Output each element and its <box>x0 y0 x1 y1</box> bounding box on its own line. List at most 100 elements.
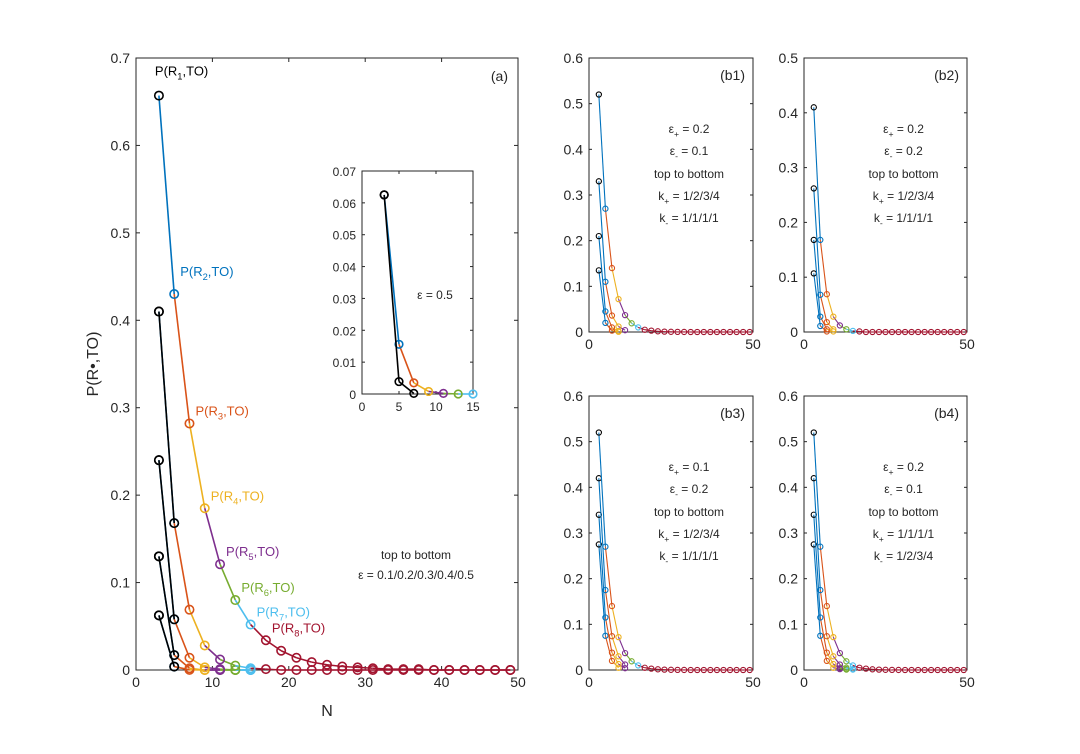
b1-series-0-segment <box>604 208 613 269</box>
b4-series-1-segment <box>813 478 821 591</box>
a-series-1-black-point <box>169 518 180 529</box>
b4-ytick-label: 0.3 <box>779 525 799 541</box>
b3-series-0-segment <box>624 652 633 662</box>
b3-annotation-5: k- = 1/1/1/1 <box>659 549 719 566</box>
a-series-3-black-segment <box>158 556 175 656</box>
b3-series-0-point <box>674 666 681 674</box>
b1-series-0-point <box>680 328 688 336</box>
b1-series-0-point <box>595 91 602 98</box>
b2-series-0-point <box>908 328 915 336</box>
b2-series-0-segment <box>832 316 841 326</box>
b2-series-0-segment <box>859 330 866 333</box>
b3-ytick-label: 0.3 <box>564 525 584 541</box>
b4-series-1-segment <box>839 664 847 669</box>
b3-series-3-point <box>608 657 616 665</box>
a-series-4-black-point <box>153 610 164 621</box>
b2-series-0-segment <box>846 328 854 332</box>
b2-series-2-point <box>810 236 817 244</box>
b4-annotation-1: ε+ = 0.2 <box>883 460 924 477</box>
b4-annotation-4: k+ = 1/1/1/1 <box>873 527 935 544</box>
b1-series-1-point <box>621 327 629 334</box>
b1-ytick-label: 0 <box>575 324 583 340</box>
b1-series-0-segment <box>624 314 633 324</box>
b2-ytick-label: 0 <box>790 324 798 340</box>
b4-series-0-point <box>954 666 961 674</box>
inset-series-colored-point <box>468 389 478 399</box>
a-xtick-label: 30 <box>357 674 373 690</box>
b4-series-3-point <box>830 664 837 671</box>
b3-series-0-point <box>700 666 707 674</box>
b4-series-0-segment <box>813 432 821 547</box>
b3-series-1-segment <box>604 590 613 637</box>
b2-series-0-segment <box>826 294 834 317</box>
a-series-0-segment <box>188 423 206 509</box>
b2-series-0-point <box>954 328 961 336</box>
b4-series-0-point <box>882 666 889 673</box>
inset-series-colored-point <box>424 386 434 397</box>
a-legend-line-1: top to bottom <box>381 548 451 562</box>
inset-series-black-point <box>409 388 419 398</box>
a-series-1-segment <box>250 667 266 670</box>
b3-series-1-point <box>608 633 616 640</box>
b4-series-2-segment <box>813 514 821 618</box>
a-series-0-point <box>230 595 241 606</box>
b2-series-0-point <box>927 328 935 336</box>
a-series-1-segment <box>204 644 221 661</box>
b1-ytick-label: 0.4 <box>564 141 584 157</box>
a-point-label-2: P(R2,TO) <box>180 264 233 282</box>
b1-annotation-3: top to bottom <box>654 167 724 181</box>
b1-series-3-point <box>602 319 609 327</box>
b4-ytick-label: 0.5 <box>779 434 799 450</box>
b1-xtick-label: 50 <box>745 336 761 352</box>
b3-series-0-segment <box>598 432 606 547</box>
b1-series-0-point <box>726 328 734 336</box>
panel-b3: 0 50 0 0.1 0.2 0.3 0.4 0.5 0.6 (b3) ε+ = 0.1 ε- = 0… <box>564 388 761 690</box>
b2-series-3-point <box>817 322 824 330</box>
a-series-0-point <box>398 664 409 675</box>
a-series-1-segment <box>265 668 282 671</box>
a-series-3-black-point <box>153 551 164 562</box>
b2-series-1-point <box>830 326 837 333</box>
b3-series-0-point <box>687 666 694 674</box>
b2-series-0-point <box>895 328 902 336</box>
b1-series-0-segment <box>611 267 620 300</box>
a-series-0-point <box>245 619 256 630</box>
b3-series-0-point <box>621 649 629 657</box>
a-series-1-point <box>215 654 226 665</box>
b4-annotation-2: ε- = 0.1 <box>884 482 923 499</box>
b3-series-2-segment <box>598 514 606 618</box>
b4-series-1-point <box>849 665 857 673</box>
inset-series-black-point <box>394 376 404 387</box>
b3-series-1-point <box>615 653 622 660</box>
b1-series-1-segment <box>611 315 619 327</box>
b2-series-0-point <box>934 328 941 336</box>
inset-series-colored-point <box>453 389 463 399</box>
a-series-2-point <box>215 664 226 675</box>
a-series-1-point <box>230 660 241 671</box>
b4-series-0-segment <box>852 664 860 669</box>
a-series-1-point <box>260 664 271 675</box>
inset-series-black-segment <box>383 194 400 382</box>
b3-series-1-point <box>621 661 629 668</box>
b1-series-0-point <box>707 328 714 336</box>
inset-series-colored-point <box>438 388 449 398</box>
b3-series-0-point <box>720 666 727 674</box>
inset-annotation: ε = 0.5 <box>417 288 453 302</box>
a-series-0-point <box>260 635 271 646</box>
b3-series-3-point <box>615 664 622 671</box>
b4-series-0-point <box>895 666 902 674</box>
b1-series-0-point <box>654 328 662 335</box>
b4-series-0-segment <box>859 667 867 670</box>
inset-xtick-label: 10 <box>429 400 443 414</box>
b1-ytick-label: 0.5 <box>564 96 584 112</box>
b3-series-0-point <box>713 666 721 674</box>
b1-series-0-point <box>687 328 694 336</box>
b4-series-1-segment <box>819 590 828 637</box>
a-series-2-black-segment <box>158 460 175 620</box>
a-ytick-label: 0 <box>122 662 130 678</box>
inset-axes-box <box>361 170 474 395</box>
b1-series-2-segment <box>598 236 606 312</box>
b2-series-0-point <box>849 327 857 335</box>
a-series-0-point <box>413 664 424 675</box>
b1-panel-label: (b1) <box>720 67 745 83</box>
